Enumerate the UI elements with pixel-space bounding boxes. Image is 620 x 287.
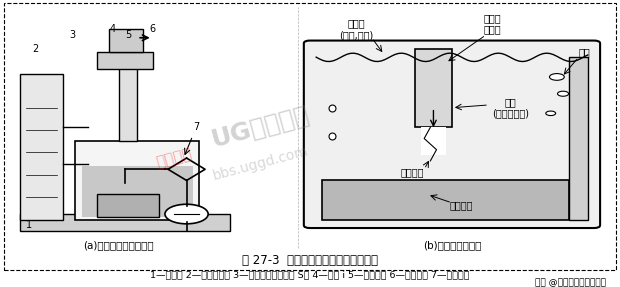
Text: bbs.uggd.com: bbs.uggd.com [211, 144, 310, 183]
Bar [97, 195, 159, 217]
Text: 淬污逃孔: 淬污逃孔 [450, 201, 473, 211]
FancyBboxPatch shape [304, 40, 600, 228]
Text: 放电液体: 放电液体 [400, 167, 423, 177]
Text: 7: 7 [193, 122, 199, 132]
Text: UG技术论坛: UG技术论坛 [209, 103, 312, 152]
Text: (b)放电状况微观图: (b)放电状况微观图 [423, 240, 481, 250]
Bar [20, 74, 63, 220]
Text: 6: 6 [149, 24, 156, 34]
Bar [421, 127, 446, 155]
Text: (a)电火花成型加工原理: (a)电火花成型加工原理 [83, 240, 154, 250]
Bar [569, 57, 588, 220]
Bar [20, 214, 230, 231]
Circle shape [549, 73, 564, 80]
Bar [76, 141, 199, 220]
Text: 1: 1 [26, 220, 32, 230]
Text: 绝缘液
(煤油,柴油): 绝缘液 (煤油,柴油) [339, 19, 373, 40]
Bar [322, 181, 569, 220]
Bar [415, 49, 452, 127]
Text: 5: 5 [125, 30, 131, 40]
Text: 1—工件； 2—脉冲电源； 3—自动进给调节装置 S； 4—工具 i 5—工作液； 6—过滤器） 7—工作液泵: 1—工件； 2—脉冲电源； 3—自动进给调节装置 S； 4—工具 i 5—工作液… [150, 271, 470, 280]
Text: 电极
(一般为正极): 电极 (一般为正极) [492, 97, 529, 119]
Text: 头条 @青华模具学院小欺欺: 头条 @青华模具学院小欺欺 [535, 278, 606, 287]
Bar [118, 63, 137, 141]
Bar [97, 52, 153, 69]
Bar [109, 29, 143, 52]
Text: 主轴头
送给量: 主轴头 送给量 [483, 13, 501, 34]
Text: 气泡: 气泡 [579, 47, 590, 57]
Text: 4: 4 [109, 24, 115, 34]
Circle shape [557, 91, 569, 96]
Circle shape [546, 111, 556, 116]
Text: 3: 3 [69, 30, 76, 40]
Bar [82, 166, 193, 217]
Circle shape [165, 204, 208, 224]
Text: 版权所有: 版权所有 [154, 146, 194, 170]
Text: 图 27-3  电火花成型加工原理的示意图: 图 27-3 电火花成型加工原理的示意图 [242, 254, 378, 267]
Text: 2: 2 [32, 44, 38, 54]
